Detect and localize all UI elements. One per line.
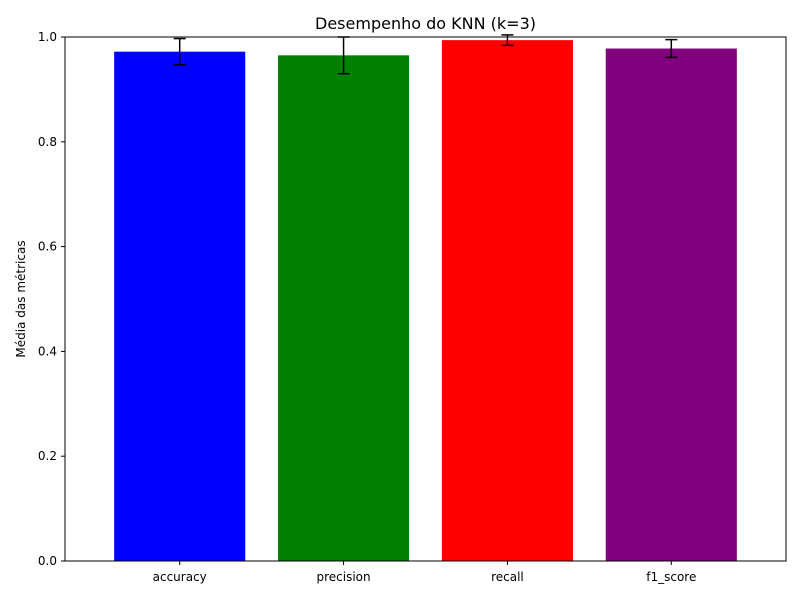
error-bar-accuracy xyxy=(173,37,186,66)
error-bar-f1_score xyxy=(665,38,678,59)
bar-f1_score xyxy=(605,48,737,561)
bar-recall xyxy=(441,40,573,562)
bar-precision xyxy=(278,55,410,562)
bars-layer xyxy=(114,40,737,562)
chart-title: Desempenho do KNN (k=3) xyxy=(315,14,536,33)
x-tick-label-recall: recall xyxy=(491,570,524,584)
y-tick-label: 0.8 xyxy=(38,135,57,149)
axes-layer xyxy=(64,36,787,562)
y-tick-label: 0.4 xyxy=(38,344,57,358)
x-tick-label-precision: precision xyxy=(316,570,370,584)
y-tick-label: 0.0 xyxy=(38,554,57,568)
y-tick-label: 1.0 xyxy=(38,30,57,44)
x-tick-label-accuracy: accuracy xyxy=(153,570,207,584)
error-bars-layer xyxy=(173,34,678,75)
x-ticks-layer: accuracy precision recall f1_score xyxy=(153,561,696,584)
bar-accuracy xyxy=(114,51,246,562)
plot-frame xyxy=(64,36,787,562)
y-tick-label: 0.6 xyxy=(38,240,57,254)
y-axis-label: Média das métricas xyxy=(14,240,28,357)
y-tick-label: 0.2 xyxy=(38,449,57,463)
x-tick-label-f1_score: f1_score xyxy=(646,570,696,584)
y-ticks-layer: 0.0 0.2 0.4 0.6 0.8 1.0 xyxy=(38,30,65,568)
